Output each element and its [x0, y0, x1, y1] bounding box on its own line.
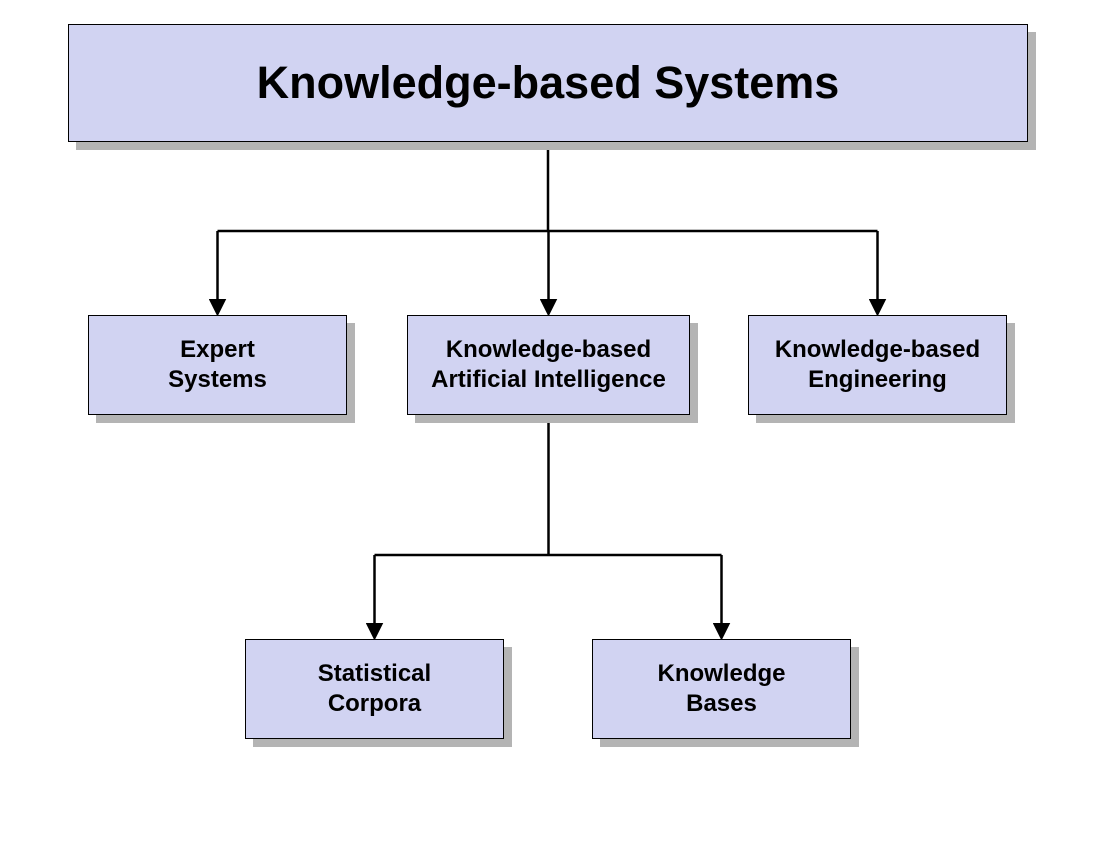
node-label: Knowledge Bases: [657, 659, 785, 719]
node-label-line: Systems: [168, 366, 267, 393]
node-label: Expert Systems: [168, 335, 267, 395]
node-label-line: Engineering: [808, 366, 947, 393]
node-kb-ai: Knowledge-based Artificial Intelligence: [407, 315, 690, 415]
node-label: Statistical Corpora: [318, 659, 431, 719]
node-label-line: Corpora: [328, 690, 421, 717]
node-label-line: Knowledge-based: [446, 336, 651, 363]
node-label-line: Knowledge-based: [775, 336, 980, 363]
node-root: Knowledge-based Systems: [68, 24, 1028, 142]
node-root-label: Knowledge-based Systems: [257, 55, 840, 111]
node-label: Knowledge-based Artificial Intelligence: [431, 335, 666, 395]
node-knowledge-bases: Knowledge Bases: [592, 639, 851, 739]
node-label-line: Statistical: [318, 660, 431, 687]
node-statistical-corpora: Statistical Corpora: [245, 639, 504, 739]
node-label-line: Knowledge: [657, 660, 785, 687]
node-label-line: Bases: [686, 690, 757, 717]
node-label: Knowledge-based Engineering: [775, 335, 980, 395]
diagram-canvas: Knowledge-based Systems Expert Systems K…: [0, 0, 1096, 852]
node-expert-systems: Expert Systems: [88, 315, 347, 415]
node-kb-engineering: Knowledge-based Engineering: [748, 315, 1007, 415]
node-label-line: Expert: [180, 336, 255, 363]
node-label-line: Artificial Intelligence: [431, 366, 666, 393]
